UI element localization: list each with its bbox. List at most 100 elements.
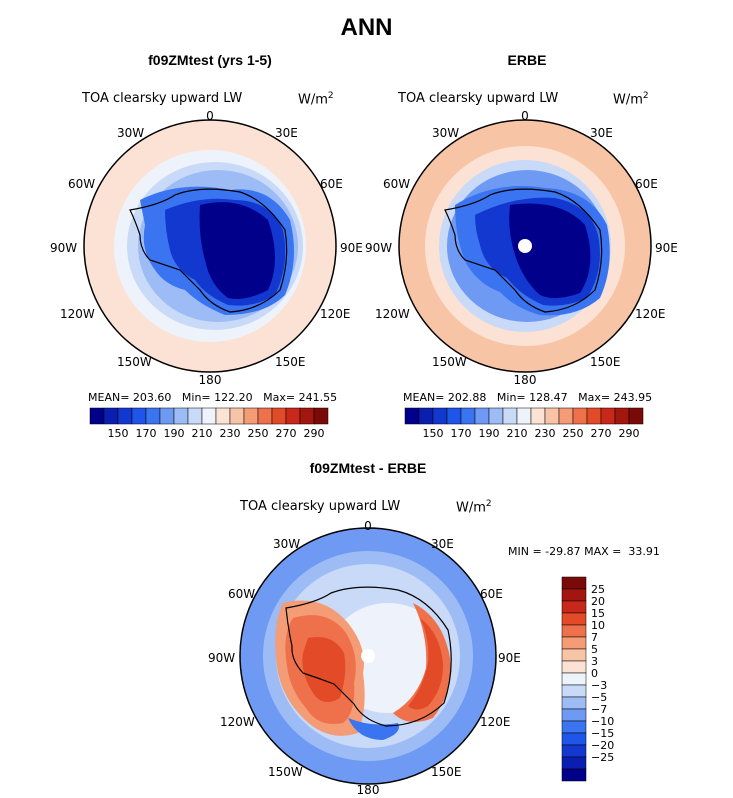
svg-text:0: 0 bbox=[521, 109, 529, 123]
colorbar-tick-label: 170 bbox=[136, 427, 157, 440]
colorbar-tick-label: 25 bbox=[591, 583, 605, 596]
panel-1-units: W/m2 bbox=[298, 91, 334, 108]
colorbar-swatch bbox=[561, 600, 587, 614]
svg-text:90W: 90W bbox=[50, 241, 77, 255]
colorbar-swatch bbox=[561, 768, 587, 782]
colorbar-tick-label: −15 bbox=[591, 727, 614, 740]
colorbar-tick-label: 7 bbox=[591, 631, 598, 644]
colorbar-tick-label: 5 bbox=[591, 643, 598, 656]
colorbar-swatch bbox=[561, 576, 587, 590]
figure-title: ANN bbox=[340, 14, 393, 41]
colorbar-swatch bbox=[561, 624, 587, 638]
colorbar-tick-label: 270 bbox=[276, 427, 297, 440]
panel-2-pole-hole bbox=[518, 239, 532, 253]
colorbar-swatch bbox=[215, 407, 231, 425]
svg-text:60W: 60W bbox=[68, 177, 95, 191]
colorbar-swatch bbox=[502, 407, 518, 425]
colorbar-swatch bbox=[561, 756, 587, 770]
panel-3-field-label: TOA clearsky upward LW bbox=[240, 499, 401, 514]
svg-text:60W: 60W bbox=[228, 587, 255, 601]
colorbar-swatch bbox=[586, 407, 602, 425]
svg-text:60W: 60W bbox=[383, 177, 410, 191]
colorbar-swatch bbox=[561, 636, 587, 650]
panel-3-units: W/m2 bbox=[456, 499, 492, 516]
svg-text:90E: 90E bbox=[340, 241, 363, 255]
colorbar-tick-label: 3 bbox=[591, 655, 598, 668]
panel-1-colorbar: 150 170 190 210 230 250 270 290 bbox=[89, 407, 329, 440]
panel-3-pole-hole bbox=[361, 649, 375, 663]
colorbar-swatch bbox=[561, 648, 587, 662]
svg-text:0: 0 bbox=[364, 519, 372, 533]
svg-text:30E: 30E bbox=[590, 126, 613, 140]
svg-text:60E: 60E bbox=[480, 587, 503, 601]
panel-3-title: f09ZMtest - ERBE bbox=[309, 460, 427, 476]
colorbar-tick-label: 290 bbox=[619, 427, 640, 440]
colorbar-tick-label: 20 bbox=[591, 595, 605, 608]
colorbar-tick-label: −7 bbox=[591, 703, 607, 716]
svg-text:150W: 150W bbox=[432, 355, 467, 369]
svg-text:30E: 30E bbox=[275, 126, 298, 140]
panel-2-field-label: TOA clearsky upward LW bbox=[398, 91, 559, 106]
colorbar-tick-label: 210 bbox=[192, 427, 213, 440]
svg-text:30E: 30E bbox=[431, 537, 454, 551]
colorbar-swatch bbox=[561, 684, 587, 698]
colorbar-swatch bbox=[488, 407, 504, 425]
svg-text:120W: 120W bbox=[375, 307, 410, 321]
colorbar-tick-label: 0 bbox=[591, 667, 598, 680]
colorbar-swatch bbox=[159, 407, 175, 425]
colorbar-swatch bbox=[173, 407, 189, 425]
colorbar-swatch bbox=[474, 407, 490, 425]
svg-text:150E: 150E bbox=[590, 355, 621, 369]
panel-1-title: f09ZMtest (yrs 1-5) bbox=[148, 52, 272, 68]
svg-text:30W: 30W bbox=[117, 126, 144, 140]
colorbar-swatch bbox=[187, 407, 203, 425]
svg-text:90E: 90E bbox=[655, 241, 678, 255]
colorbar-tick-label: 250 bbox=[248, 427, 269, 440]
colorbar-swatch bbox=[89, 407, 105, 425]
colorbar-swatch bbox=[530, 407, 546, 425]
colorbar-tick-label: 250 bbox=[563, 427, 584, 440]
panel-1-contours bbox=[84, 120, 336, 372]
panel-2-colorbar: 150 170 190 210 230 250 270 290 bbox=[404, 407, 644, 440]
panel-1-polar-map: 0 30E 60E 90E 120E 150E 180 150W 120W 90… bbox=[50, 109, 363, 387]
svg-text:120E: 120E bbox=[480, 715, 511, 729]
svg-text:150W: 150W bbox=[117, 355, 152, 369]
colorbar-swatch bbox=[103, 407, 119, 425]
colorbar-swatch bbox=[313, 407, 329, 425]
colorbar-swatch bbox=[257, 407, 273, 425]
colorbar-swatch bbox=[201, 407, 217, 425]
svg-text:120E: 120E bbox=[635, 307, 666, 321]
svg-text:180: 180 bbox=[357, 783, 380, 797]
colorbar-swatch bbox=[229, 407, 245, 425]
colorbar-tick-label: 230 bbox=[220, 427, 241, 440]
colorbar-swatch bbox=[117, 407, 133, 425]
panel-1-stats: MEAN= 203.60 Min= 122.20 Max= 241.55 bbox=[88, 391, 338, 404]
svg-text:180: 180 bbox=[199, 373, 222, 387]
colorbar-tick-label: −3 bbox=[591, 679, 607, 692]
colorbar-swatch bbox=[131, 407, 147, 425]
svg-text:120E: 120E bbox=[320, 307, 351, 321]
colorbar-tick-label: 170 bbox=[451, 427, 472, 440]
colorbar-swatch bbox=[544, 407, 560, 425]
colorbar-tick-label: 150 bbox=[423, 427, 444, 440]
colorbar-swatch bbox=[446, 407, 462, 425]
colorbar-tick-label: 15 bbox=[591, 607, 605, 620]
colorbar-swatch bbox=[145, 407, 161, 425]
colorbar-tick-label: 230 bbox=[535, 427, 556, 440]
colorbar-swatch bbox=[561, 588, 587, 602]
colorbar-tick-label: 270 bbox=[591, 427, 612, 440]
panel-2-units: W/m2 bbox=[613, 91, 649, 108]
colorbar-tick-label: −20 bbox=[591, 739, 614, 752]
colorbar-swatch bbox=[432, 407, 448, 425]
svg-text:150E: 150E bbox=[275, 355, 306, 369]
panel-2-polar-map: 0 30E 60E 90E 120E 150E 180 150W 120W 90… bbox=[365, 109, 678, 387]
colorbar-swatch bbox=[561, 720, 587, 734]
colorbar-swatch bbox=[243, 407, 259, 425]
svg-text:30W: 30W bbox=[432, 126, 459, 140]
colorbar-tick-label: −5 bbox=[591, 691, 607, 704]
panel-2-stats: MEAN= 202.88 Min= 128.47 Max= 243.95 bbox=[403, 391, 653, 404]
colorbar-swatch bbox=[561, 612, 587, 626]
colorbar-swatch bbox=[561, 660, 587, 674]
colorbar-swatch bbox=[404, 407, 420, 425]
